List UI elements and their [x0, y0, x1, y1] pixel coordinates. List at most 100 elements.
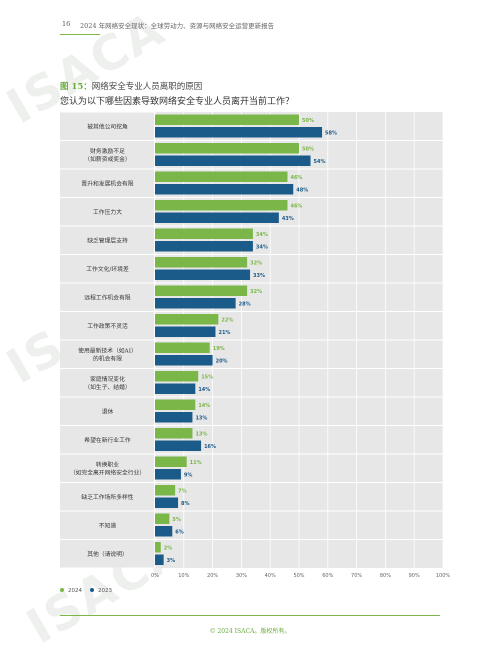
- data-label-2023: 34%: [256, 244, 268, 250]
- data-label-2023: 28%: [239, 301, 251, 307]
- data-label-2024: 11%: [190, 460, 202, 466]
- bar-2023: [155, 440, 202, 451]
- category-label-band: [60, 312, 154, 340]
- bar-2023: [155, 355, 213, 366]
- data-label-2024: 15%: [201, 374, 213, 380]
- x-tick-label: 0%: [151, 573, 159, 579]
- report-title: 2024 年网络安全现状：全球劳动力、资源与网络安全运营更新报告: [80, 22, 275, 30]
- x-tick-label: 20%: [207, 573, 218, 579]
- category-label-band: [60, 283, 154, 311]
- data-label-2024: 2%: [164, 545, 173, 551]
- x-tick-label: 50%: [293, 573, 304, 579]
- bar-2024: [155, 428, 193, 439]
- category-label-band: [60, 483, 154, 511]
- bar-2024: [155, 114, 299, 125]
- data-label-2023: 9%: [184, 472, 193, 478]
- bar-2024: [155, 542, 161, 553]
- data-label-2023: 6%: [175, 529, 184, 535]
- data-label-2023: 43%: [282, 216, 294, 222]
- category-label: 不知道: [99, 521, 117, 529]
- x-tick-label: 90%: [409, 573, 420, 579]
- bar-2024: [155, 399, 196, 410]
- legend-marker-2023: [90, 588, 94, 592]
- footer-divider: [60, 615, 440, 616]
- bar-2024: [155, 371, 199, 382]
- data-label-2023: 58%: [325, 130, 337, 136]
- data-label-2024: 46%: [290, 175, 302, 181]
- data-label-2023: 33%: [253, 273, 265, 279]
- bar-2024: [155, 171, 288, 182]
- legend-label-2023: 2023: [98, 588, 112, 594]
- category-label: 缺乏管理层支持: [87, 236, 128, 244]
- data-label-2024: 34%: [256, 232, 268, 238]
- data-label-2023: 16%: [204, 444, 216, 450]
- category-label-band: [60, 112, 154, 140]
- data-label-2023: 20%: [216, 358, 228, 364]
- bar-2024: [155, 314, 219, 325]
- data-label-2024: 50%: [302, 118, 314, 124]
- category-label-band: [60, 340, 154, 368]
- category-label-band: [60, 226, 154, 254]
- data-label-2024: 19%: [213, 346, 225, 352]
- bar-2023: [155, 155, 311, 166]
- figure-title: 图 15：网络安全专业人员离职的原因: [60, 80, 202, 92]
- figure-label: 图 15：: [60, 82, 92, 92]
- category-label-band: [60, 369, 154, 397]
- category-label: 使用最新技术（如AI）的机会有限: [78, 346, 137, 362]
- bar-2023: [155, 269, 251, 280]
- bar-2024: [155, 485, 176, 496]
- x-tick-label: 60%: [322, 573, 333, 579]
- bar-2024: [155, 456, 187, 467]
- category-label-band: [60, 397, 154, 425]
- category-label-band: [60, 511, 154, 539]
- category-label-band: [60, 426, 154, 454]
- bar-2024: [155, 257, 248, 268]
- data-label-2024: 14%: [198, 403, 210, 409]
- bar-2023: [155, 127, 323, 138]
- category-label: 希望在新行业工作: [84, 436, 131, 444]
- bar-2023: [155, 184, 294, 195]
- bar-2023: [155, 554, 164, 565]
- data-label-2023: 8%: [181, 501, 190, 507]
- data-label-2023: 14%: [198, 387, 210, 393]
- category-label: 退休: [102, 407, 114, 415]
- category-label: 财务激励不足（如薪资或奖金）: [84, 147, 130, 163]
- data-label-2024: 32%: [250, 289, 262, 295]
- category-label: 家庭情况变化（如生子、结婚）: [84, 375, 130, 391]
- data-label-2024: 22%: [221, 317, 233, 323]
- category-label: 转换职业（如完全离开网络安全行业）: [70, 460, 145, 476]
- figure-title-text: 网络安全专业人员离职的原因: [91, 82, 203, 92]
- copyright: © 2024 ISACA。版权所有。: [209, 628, 291, 635]
- category-label: 工作文化/环境差: [86, 265, 129, 273]
- category-label-band: [60, 169, 154, 197]
- category-label-band: [60, 141, 154, 169]
- category-label: 其他（请说明）: [87, 550, 128, 558]
- bar-2024: [155, 513, 170, 524]
- bar-2024: [155, 228, 253, 239]
- data-label-2024: 5%: [172, 517, 181, 523]
- bar-2024: [155, 200, 288, 211]
- data-label-2023: 13%: [195, 415, 207, 421]
- bar-2024: [155, 342, 210, 353]
- category-label: 工作压力大: [93, 208, 122, 216]
- category-label: 缺乏工作场所多样性: [81, 493, 133, 501]
- category-label: 工作政策不灵活: [87, 322, 128, 330]
- bar-2023: [155, 212, 279, 223]
- category-label-band: [60, 198, 154, 226]
- bar-2023: [155, 497, 179, 508]
- data-label-2023: 48%: [296, 187, 308, 193]
- page-number: 16: [62, 20, 71, 28]
- bar-2023: [155, 412, 193, 423]
- data-label-2023: 54%: [314, 159, 326, 165]
- bar-2023: [155, 526, 173, 537]
- category-label-band: [60, 540, 154, 568]
- data-label-2024: 7%: [178, 488, 187, 494]
- bar-2023: [155, 298, 236, 309]
- category-label: 晋升和发展机会有限: [81, 179, 133, 187]
- data-label-2024: 50%: [302, 146, 314, 152]
- x-tick-label: 30%: [236, 573, 247, 579]
- data-label-2024: 13%: [195, 431, 207, 437]
- data-label-2023: 3%: [167, 558, 176, 564]
- bar-2024: [155, 285, 248, 296]
